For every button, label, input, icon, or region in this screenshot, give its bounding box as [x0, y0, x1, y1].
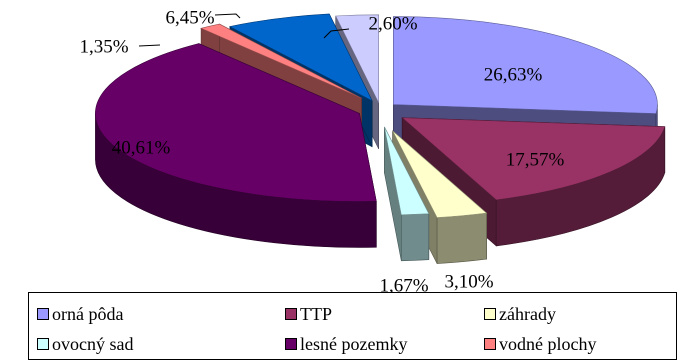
data-label: 1,35%: [79, 36, 128, 57]
legend-item-zahrady: záhrady: [484, 305, 556, 323]
legend-swatch: [484, 308, 496, 320]
legend-swatch: [37, 338, 49, 350]
legend-item-orna-poda: orná pôda: [37, 305, 123, 323]
pie-slice: [95, 43, 377, 248]
slice-top-face: [393, 16, 658, 114]
data-label: 1,67%: [379, 275, 428, 292]
data-label: 26,63%: [484, 64, 543, 85]
legend-item-ovocny-sad: ovocný sad: [37, 335, 133, 353]
pie-chart: 26,63% 17,57% 3,10% 1,67% 40,61% 1,35% 6,45% 2,…: [79, 7, 666, 292]
legend-label: záhrady: [499, 304, 556, 324]
slice-top-face: [200, 23, 362, 99]
leader-line: [138, 44, 161, 47]
legend-label: lesné pozemky: [300, 334, 408, 354]
leader-line: [323, 28, 350, 39]
legend-label: orná pôda: [52, 304, 124, 324]
slice-top-face: [401, 117, 666, 201]
data-label: 40,61%: [112, 137, 171, 158]
legend-swatch: [484, 338, 496, 350]
leader-line: [214, 13, 241, 19]
legend-item-ttp: TTP: [285, 305, 332, 323]
legend-label: TTP: [300, 304, 333, 324]
chart-legend: orná pôda TTP záhrady ovocný sad lesné p…: [28, 292, 677, 360]
slice-top-face: [229, 13, 373, 102]
legend-label: vodné plochy: [499, 334, 597, 354]
legend-swatch: [37, 308, 49, 320]
slice-top-face: [95, 43, 377, 202]
legend-label: ovocný sad: [52, 334, 134, 354]
slice-top-face: [392, 130, 488, 218]
legend-swatch: [285, 338, 297, 350]
data-label: 6,45%: [165, 7, 214, 28]
slice-outer-wall: [436, 212, 487, 264]
legend-swatch: [285, 308, 297, 320]
slice-top-face: [384, 126, 430, 216]
legend-item-lesne-pozemky: lesné pozemky: [285, 335, 407, 353]
slice-top-face: [335, 14, 380, 103]
data-label: 3,10%: [444, 271, 493, 292]
slice-outer-wall: [401, 213, 430, 262]
data-label: 17,57%: [506, 149, 565, 170]
pie-slice: [384, 126, 430, 262]
legend-item-vodne-plochy: vodné plochy: [484, 335, 596, 353]
data-label: 2,60%: [368, 13, 417, 34]
